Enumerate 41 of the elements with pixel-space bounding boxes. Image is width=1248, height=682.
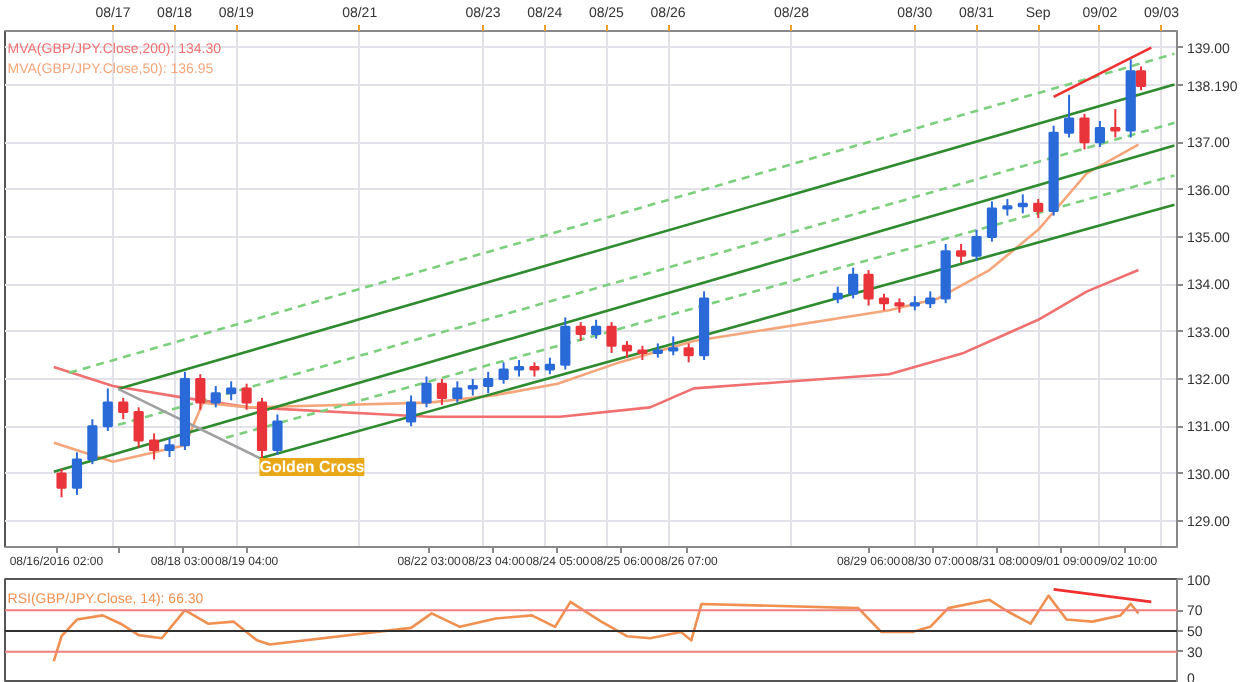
- candlestick: [986, 200, 998, 243]
- candlestick: [940, 243, 951, 305]
- candlestick: [241, 382, 252, 411]
- candlestick: [148, 432, 160, 461]
- candlestick: [1079, 112, 1090, 151]
- annotation: Golden Cross: [259, 458, 366, 476]
- candlestick: [560, 316, 571, 371]
- candlestick: [272, 413, 283, 456]
- candlestick: [118, 396, 129, 421]
- candlestick: [498, 361, 509, 385]
- candlestick: [1033, 198, 1044, 219]
- candlestick: [606, 321, 617, 354]
- candlestick: [405, 394, 417, 428]
- candlestick: [102, 387, 113, 433]
- candlestick: [1135, 65, 1147, 92]
- candlestick: [133, 406, 144, 449]
- candlestick: [256, 396, 268, 461]
- candlestick: [210, 385, 221, 409]
- candlestick: [436, 377, 448, 406]
- candlestick: [863, 269, 874, 307]
- candlestick: [575, 321, 586, 343]
- candlestick: [421, 375, 432, 409]
- candlestick: [971, 228, 982, 262]
- line-series: [52, 268, 1140, 419]
- candlestick: [226, 380, 237, 402]
- candlestick: [848, 266, 859, 300]
- candlestick: [87, 418, 98, 466]
- candlestick: [71, 451, 83, 496]
- candlestick: [483, 370, 494, 395]
- candlestick: [1017, 193, 1028, 215]
- candlestick: [683, 342, 694, 364]
- candlestick: [195, 373, 206, 411]
- candlestick: [452, 380, 463, 404]
- candlestick: [1063, 93, 1075, 139]
- candlestick: [1110, 108, 1121, 139]
- candlestick: [56, 467, 67, 499]
- candlestick: [164, 437, 175, 459]
- candlestick: [591, 318, 602, 340]
- candlestick: [668, 335, 679, 357]
- candlestick: [955, 243, 967, 264]
- candlestick: [1094, 119, 1106, 148]
